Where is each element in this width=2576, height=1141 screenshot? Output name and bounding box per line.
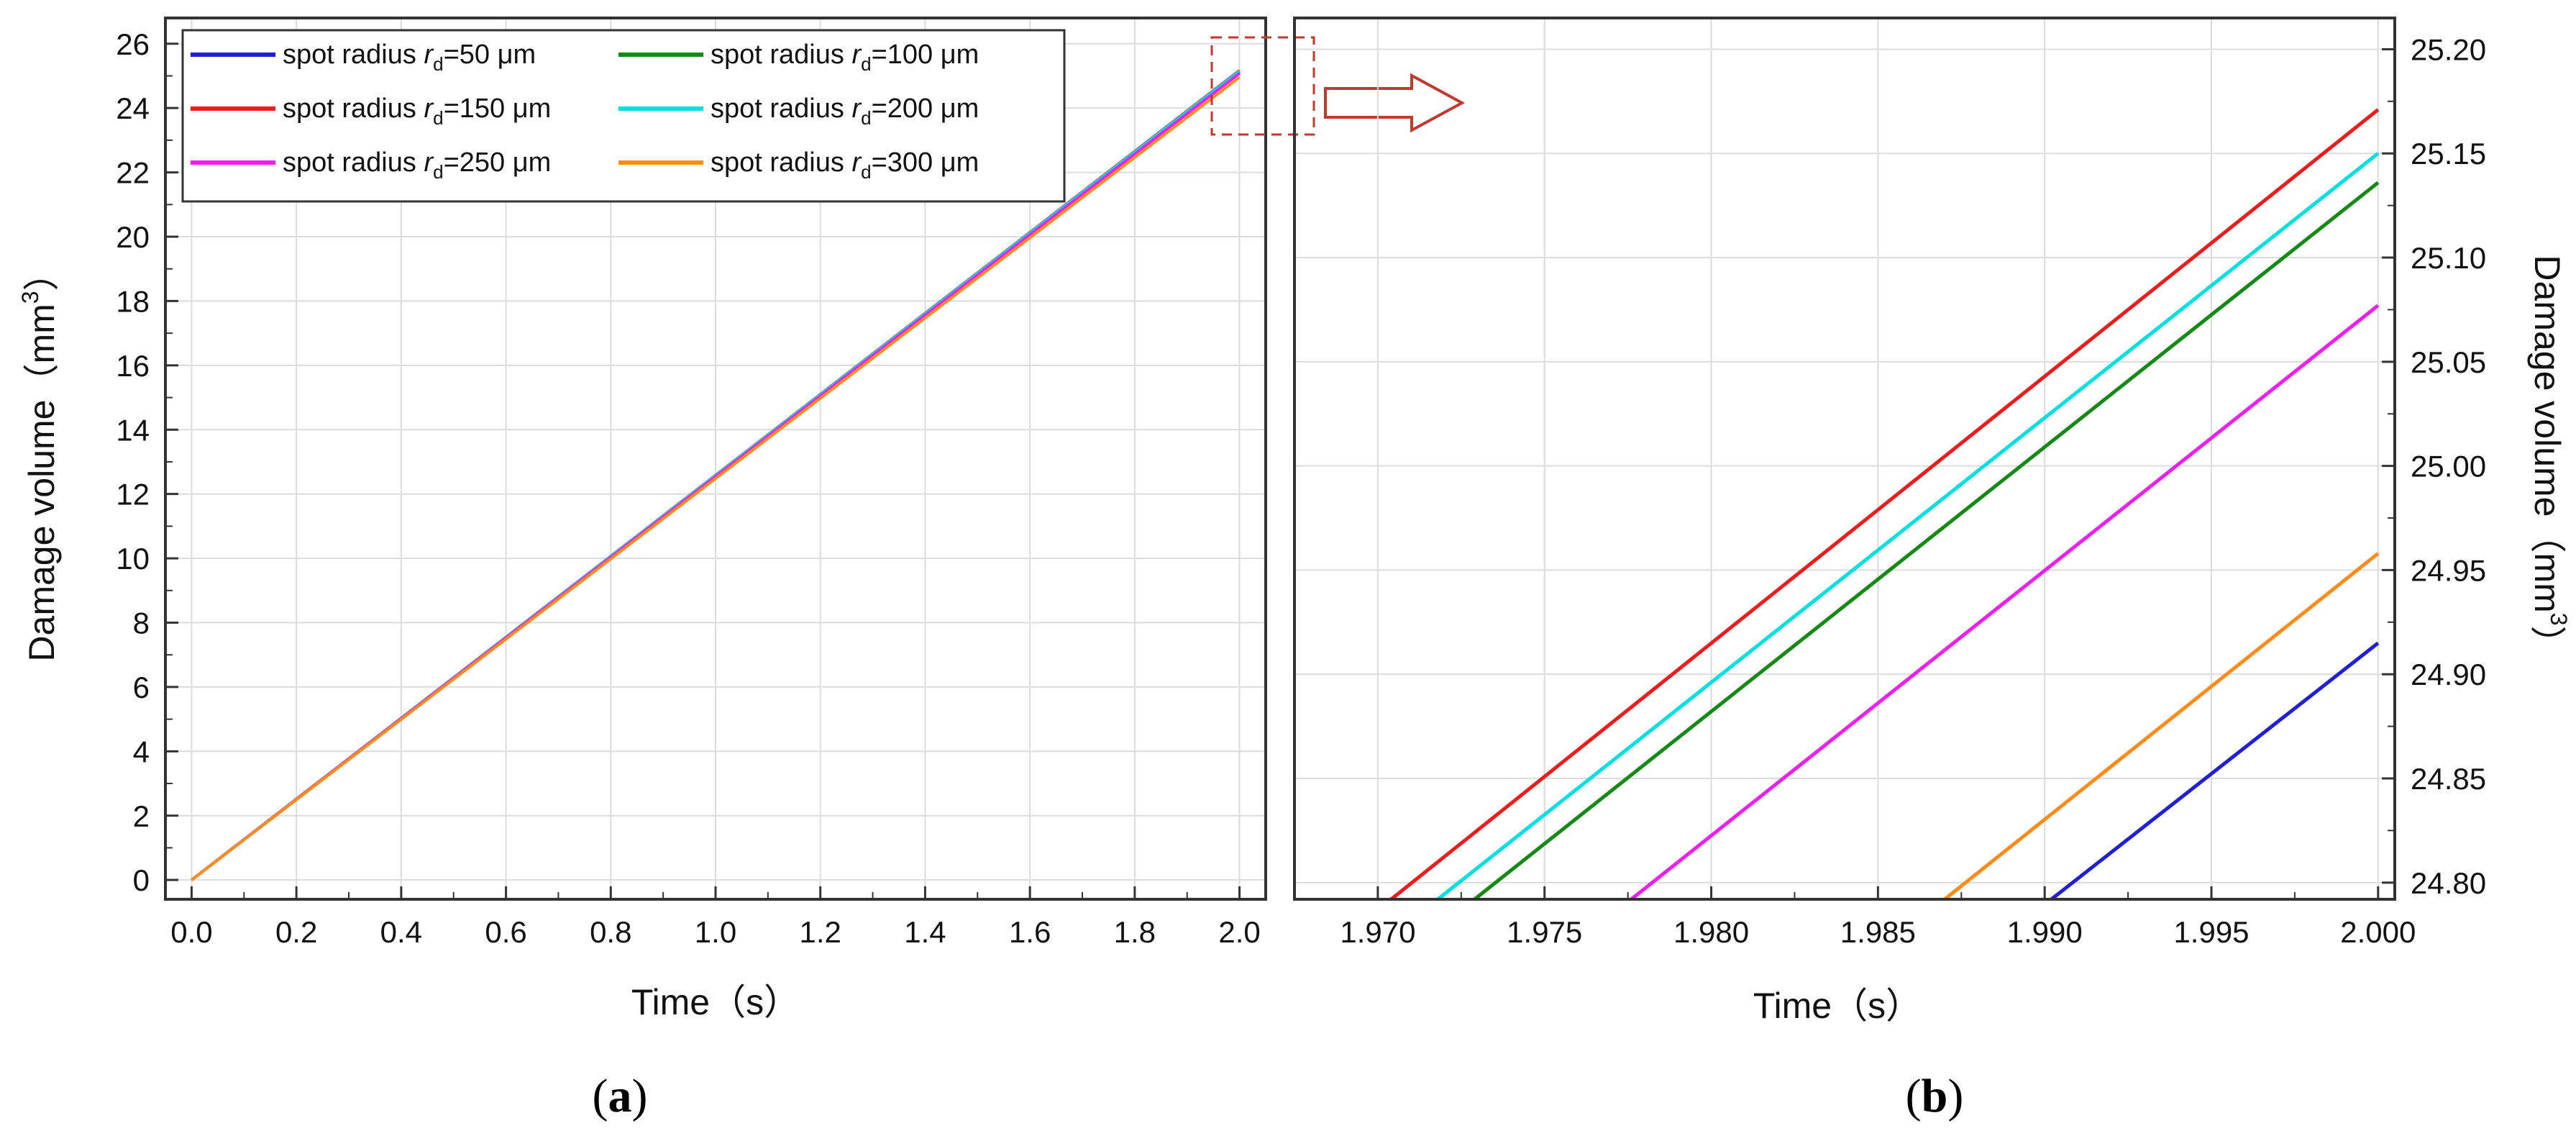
- x-tick-label: 1.0: [695, 915, 736, 949]
- zoom-arrow-icon: [1324, 73, 1466, 133]
- y-tick-label: 25.00: [2411, 450, 2486, 483]
- y-tick-label: 8: [133, 606, 150, 640]
- panel-a-y-axis-title: Damage volume（mm3）: [17, 255, 62, 661]
- panel-a-y-axis-title-sup: 3: [17, 291, 43, 304]
- y-tick-label: 25.20: [2411, 32, 2486, 66]
- panel-b-y-axis-title-end: ）: [2527, 626, 2567, 662]
- x-tick-label: 0.4: [380, 915, 422, 949]
- y-tick-label: 24: [116, 91, 150, 125]
- x-tick-label: 1.985: [1840, 915, 1916, 949]
- series-line: [191, 76, 1241, 881]
- panel-b-y-tick-labels: 24.80 24.85 24.90 24.95 25.00 25.05 25.10 25.15…: [2411, 32, 2486, 899]
- y-tick-label: 24.90: [2411, 658, 2486, 691]
- x-tick-label: 1.8: [1114, 915, 1156, 949]
- y-tick-label: 14: [116, 413, 150, 447]
- y-tick-label: 22: [116, 156, 150, 190]
- y-tick-label: 18: [116, 284, 150, 318]
- y-tick-label: 20: [116, 220, 150, 254]
- legend-entry: spot radius rd=150 μm: [283, 94, 551, 129]
- y-tick-label: 25.15: [2411, 137, 2486, 171]
- panel-a-x-tick-labels: 0.0 0.2 0.4 0.6 0.8 1.0 1.2 1.4 1.6 1.8 2.0: [170, 915, 1261, 949]
- panel-a-y-axis-title-base: Damage volume（mm: [22, 304, 62, 661]
- x-tick-label: 1.4: [904, 915, 946, 949]
- panel-b-ticks: [1376, 47, 2395, 899]
- panel-label-b-open: (: [1906, 1070, 1922, 1122]
- x-tick-label: 0.6: [485, 915, 526, 949]
- panel-b-grid: [1294, 18, 2395, 899]
- y-tick-label: 12: [116, 478, 150, 512]
- y-tick-label: 26: [116, 27, 150, 61]
- x-tick-label: 1.980: [1673, 915, 1749, 949]
- panel-b-y-axis-title-sup: 3: [2546, 613, 2572, 626]
- panel-label-b-letter: b: [1922, 1070, 1948, 1122]
- y-tick-label: 0: [133, 863, 150, 897]
- y-tick-label: 24.80: [2411, 866, 2486, 900]
- panel-a-ticks: [165, 42, 1241, 899]
- y-tick-label: 10: [116, 542, 150, 576]
- legend-entry: spot radius rd=200 μm: [711, 94, 979, 129]
- panel-a-x-axis-title: Time（s）: [631, 982, 800, 1022]
- x-tick-label: 1.990: [2007, 915, 2083, 949]
- panel-a-series: [191, 69, 1241, 881]
- x-tick-label: 1.975: [1507, 915, 1582, 949]
- legend-entry: spot radius rd=100 μm: [711, 40, 979, 75]
- y-tick-label: 6: [133, 670, 150, 704]
- panel-label-a-open: (: [593, 1070, 608, 1122]
- y-tick-label: 2: [133, 799, 150, 833]
- series-line: [2050, 641, 2380, 901]
- panel-label-b: (b): [1906, 1070, 1964, 1122]
- legend-entry: spot radius rd=50 μm: [283, 40, 536, 75]
- x-tick-label: 1.995: [2173, 915, 2249, 949]
- panel-label-a-close: ): [632, 1070, 648, 1122]
- y-tick-label: 24.95: [2411, 553, 2486, 587]
- x-tick-label: 1.2: [800, 915, 841, 949]
- x-tick-label: 0.8: [590, 915, 631, 949]
- panel-b-y-axis-title-base: Damage volume（mm: [2527, 255, 2567, 612]
- series-line: [1943, 552, 2380, 901]
- y-tick-label: 25.10: [2411, 241, 2486, 275]
- panel-a-y-axis-title-end: ）: [22, 255, 62, 291]
- legend: spot radius rd=50 μm spot radius rd=100 μ…: [181, 29, 1066, 203]
- panel-b-y-axis-title: Damage volume（mm3）: [2527, 255, 2572, 661]
- panel-b-chart: 1.970 1.975 1.980 1.985 1.990 1.995 2.000 24.8…: [1293, 17, 2572, 1026]
- x-tick-label: 0.0: [170, 915, 212, 949]
- x-tick-label: 2.0: [1218, 915, 1260, 949]
- panel-a-chart: 0.0 0.2 0.4 0.6 0.8 1.0 1.2 1.4 1.6 1.8 2.0 024681…: [17, 17, 1466, 1022]
- y-tick-label: 4: [133, 735, 150, 768]
- series-line: [1436, 152, 2380, 901]
- series-line: [1473, 181, 2380, 901]
- panel-b-plot-frame: [1293, 17, 2396, 901]
- panel-b-series: [1389, 108, 2380, 901]
- legend-box: [181, 29, 1066, 203]
- x-tick-label: 1.6: [1009, 915, 1051, 949]
- zoom-region-box: [1210, 36, 1315, 136]
- y-tick-label: 24.85: [2411, 762, 2486, 796]
- x-tick-label: 0.2: [275, 915, 317, 949]
- x-tick-label: 1.970: [1340, 915, 1415, 949]
- panel-label-b-close: ): [1947, 1070, 1963, 1122]
- legend-entry: spot radius rd=300 μm: [711, 147, 979, 183]
- panel-label-a-letter: a: [608, 1070, 632, 1122]
- x-tick-label: 2.000: [2340, 915, 2416, 949]
- panel-b-x-axis-title: Time（s）: [1753, 986, 1922, 1026]
- panel-b-x-tick-labels: 1.970 1.975 1.980 1.985 1.990 1.995 2.000: [1340, 915, 2416, 949]
- y-tick-label: 16: [116, 349, 150, 383]
- series-line: [1630, 304, 2380, 901]
- y-tick-label: 25.05: [2411, 345, 2486, 379]
- panel-label-a: (a): [593, 1070, 648, 1122]
- legend-entry: spot radius rd=250 μm: [283, 147, 551, 183]
- series-line: [1389, 108, 2380, 901]
